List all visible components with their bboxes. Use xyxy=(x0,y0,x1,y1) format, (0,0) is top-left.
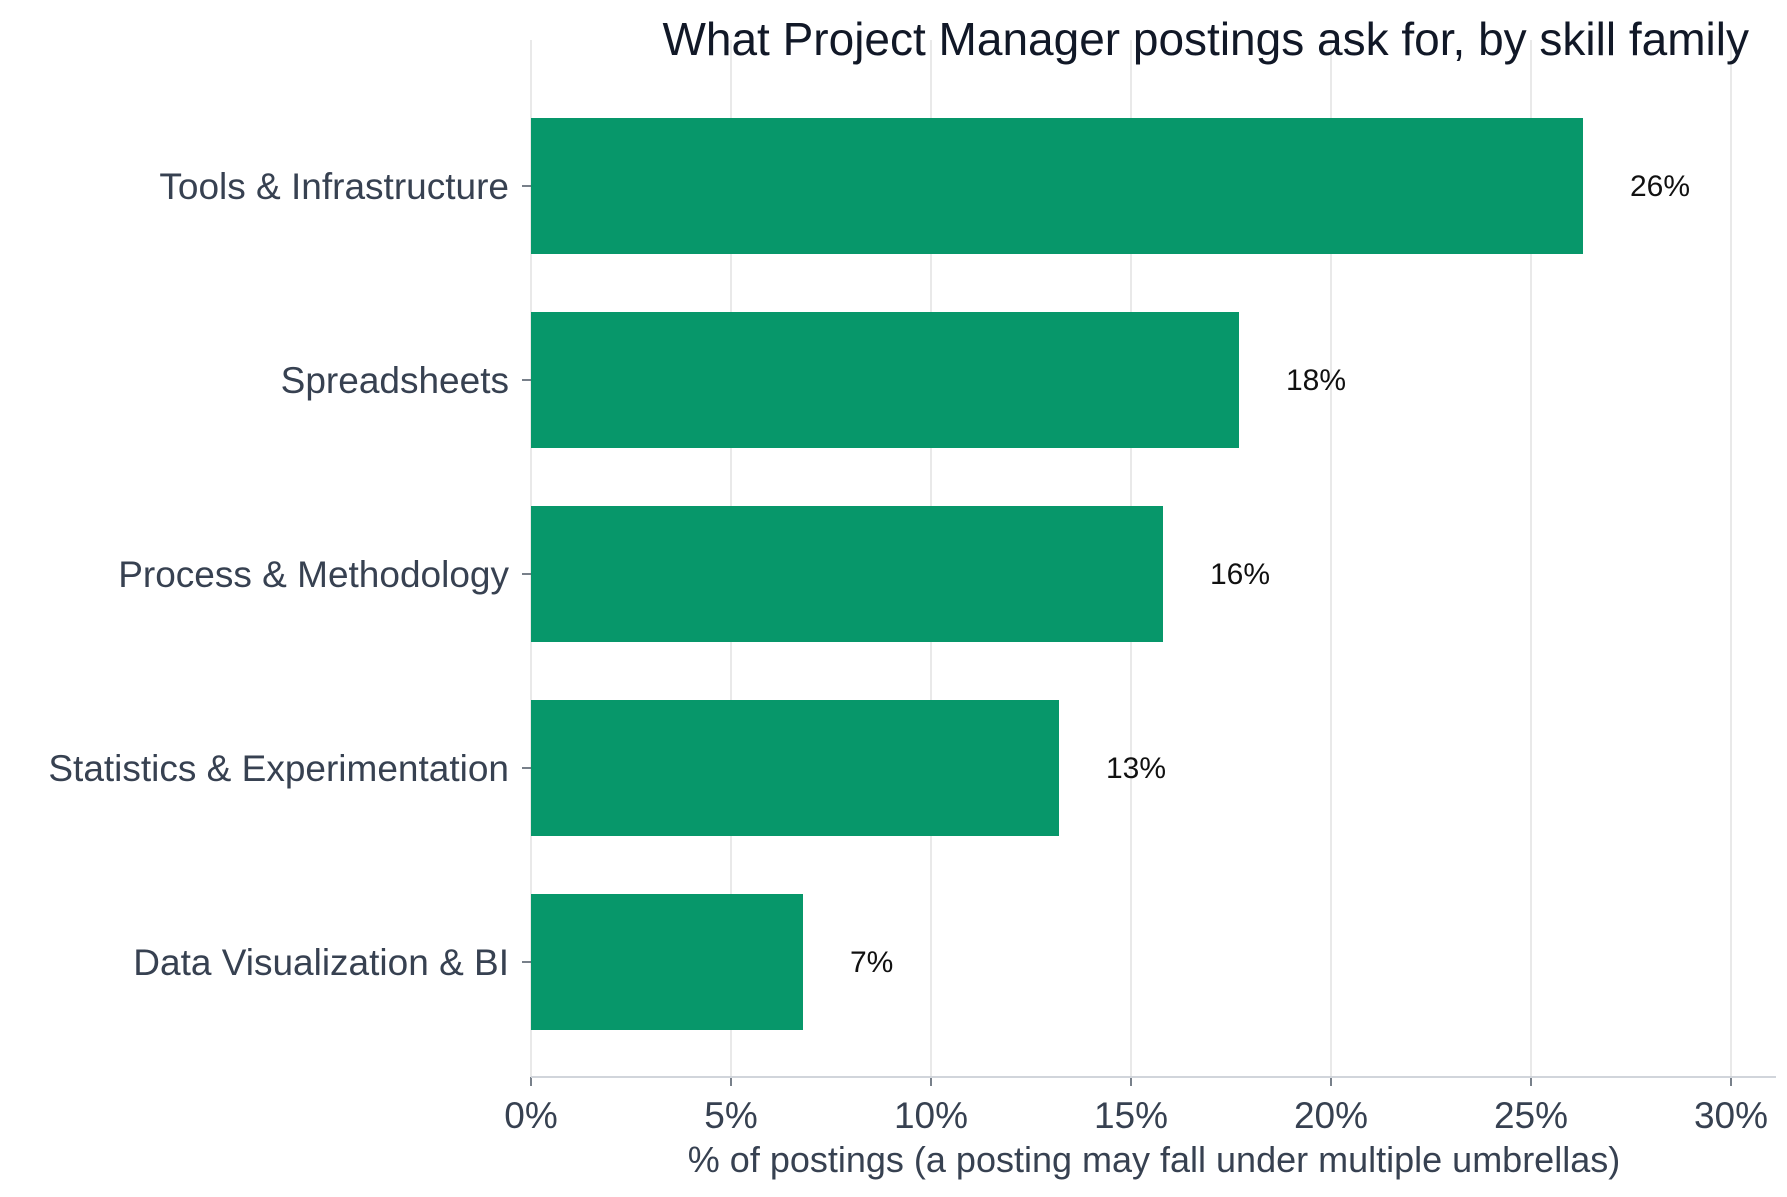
bar xyxy=(531,894,803,1030)
bar xyxy=(531,312,1239,448)
data-label: 26% xyxy=(1630,170,1690,203)
category-label: Statistics & Experimentation xyxy=(48,748,509,789)
chart-title: What Project Manager postings ask for, b… xyxy=(662,13,1749,65)
data-label: 13% xyxy=(1106,752,1166,785)
category-label: Data Visualization & BI xyxy=(133,942,509,983)
x-tick-label: 10% xyxy=(894,1095,968,1136)
bars xyxy=(531,118,1583,1030)
data-label: 16% xyxy=(1210,558,1270,591)
bar xyxy=(531,700,1059,836)
labels: 0% 5% 10% 15% 20% 25% 30% Tools & Infrastructur… xyxy=(48,166,1768,1136)
category-label: Spreadsheets xyxy=(281,360,509,401)
data-label: 18% xyxy=(1286,364,1346,397)
x-tick-label: 30% xyxy=(1694,1095,1768,1136)
x-tick-label: 0% xyxy=(504,1095,557,1136)
axes xyxy=(522,185,1776,1086)
x-tick-label: 25% xyxy=(1494,1095,1568,1136)
data-label: 7% xyxy=(850,946,893,979)
category-label: Tools & Infrastructure xyxy=(159,166,509,207)
x-tick-label: 20% xyxy=(1294,1095,1368,1136)
bar xyxy=(531,118,1583,254)
x-tick-label: 15% xyxy=(1094,1095,1168,1136)
category-label: Process & Methodology xyxy=(118,554,509,595)
bar xyxy=(531,506,1163,642)
x-tick-label: 5% xyxy=(704,1095,757,1136)
x-axis-title: % of postings (a posting may fall under … xyxy=(688,1139,1620,1180)
